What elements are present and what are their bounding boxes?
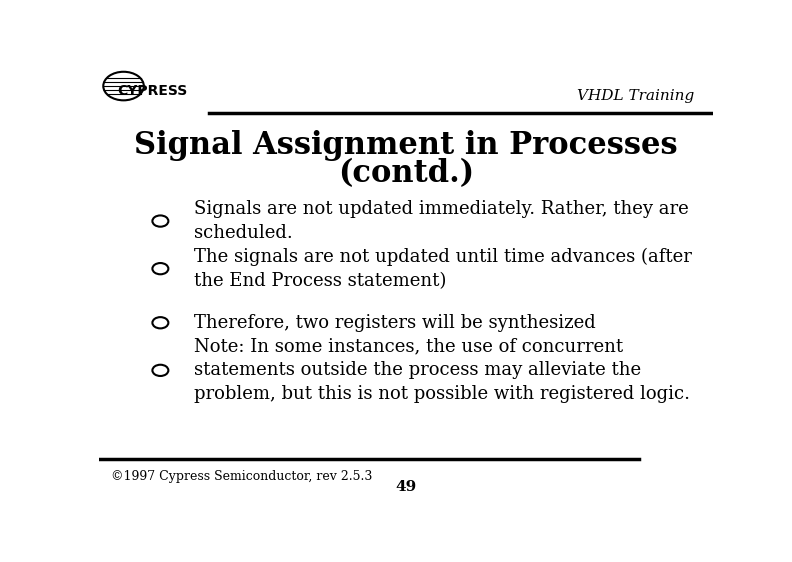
Text: Signal Assignment in Processes: Signal Assignment in Processes: [134, 130, 678, 161]
Text: ©1997 Cypress Semiconductor, rev 2.5.3: ©1997 Cypress Semiconductor, rev 2.5.3: [111, 470, 373, 483]
Text: Therefore, two registers will be synthesized: Therefore, two registers will be synthes…: [194, 314, 596, 332]
Text: VHDL Training: VHDL Training: [577, 89, 695, 103]
Text: 49: 49: [395, 480, 417, 494]
Text: CYPRESS: CYPRESS: [117, 84, 188, 98]
Text: ULTRA: ULTRA: [630, 508, 717, 532]
Text: The signals are not updated until time advances (after
the End Process statement: The signals are not updated until time a…: [194, 248, 692, 289]
Text: Note: In some instances, the use of concurrent
statements outside the process ma: Note: In some instances, the use of conc…: [194, 338, 690, 403]
Text: L  O  G  I  C: L O G I C: [639, 540, 707, 550]
Text: Signals are not updated immediately. Rather, they are
scheduled.: Signals are not updated immediately. Rat…: [194, 200, 689, 242]
Text: (contd.): (contd.): [338, 158, 474, 189]
